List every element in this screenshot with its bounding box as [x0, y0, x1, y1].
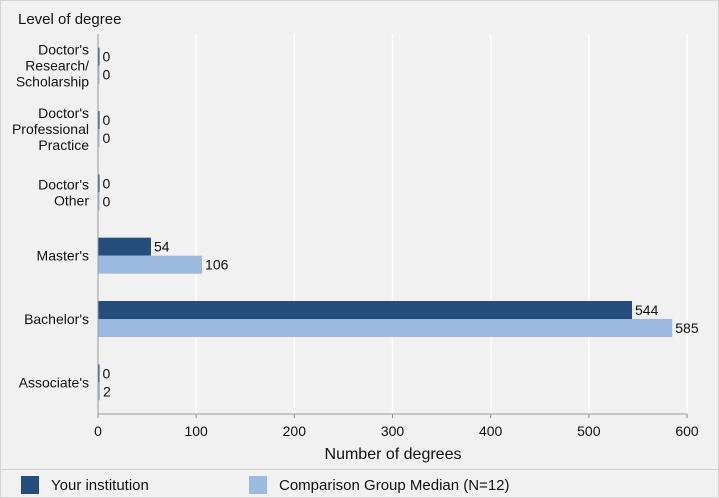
legend-item-your-institution: Your institution: [21, 472, 149, 497]
bar-comparison-median: [98, 382, 100, 401]
legend-divider: [1, 469, 718, 470]
bar-value-label: 0: [103, 112, 111, 128]
x-tick-label: 400: [479, 423, 503, 439]
legend-label-your-institution: Your institution: [51, 476, 149, 494]
bar-your-institution: [98, 364, 100, 383]
x-axis-title: Number of degrees: [325, 446, 462, 463]
x-tick-label: 600: [675, 423, 699, 439]
bar-your-institution: [98, 237, 152, 256]
legend-swatch-your-institution: [21, 476, 39, 494]
bar-value-label: 0: [103, 67, 111, 83]
category-label: Doctor's Other: [38, 176, 89, 208]
x-tick-label: 500: [577, 423, 601, 439]
category-label: Doctor's Professional Practice: [12, 105, 89, 153]
bar-value-label: 2: [103, 383, 111, 399]
bar-your-institution: [98, 47, 100, 66]
bar-value-label: 0: [103, 49, 111, 65]
bar-value-label: 0: [103, 365, 111, 381]
bar-value-label: 0: [103, 193, 111, 209]
bar-value-label: 106: [205, 257, 229, 273]
chart-title: Level of degree: [18, 11, 121, 28]
bar-your-institution: [98, 111, 100, 129]
bar-value-label: 0: [103, 175, 111, 191]
category-label: Master's: [37, 248, 89, 264]
legend-label-comparison-median: Comparison Group Median (N=12): [279, 476, 510, 494]
bar-value-label: 585: [675, 320, 699, 336]
bar-comparison-median: [98, 255, 203, 274]
legend-swatch-comparison-median: [249, 476, 267, 494]
category-label: Associate's: [19, 374, 89, 390]
bar-comparison-median: [98, 129, 100, 147]
x-tick-label: 100: [184, 423, 208, 439]
x-tick-label: 300: [381, 423, 405, 439]
category-label: Doctor's Research/Scholarship: [16, 42, 89, 90]
bar-value-label: 54: [154, 239, 170, 255]
bar-value-label: 0: [103, 130, 111, 146]
bar-comparison-median: [98, 65, 100, 84]
bar-chart: Doctor's Research/Scholarship 0 0 Doctor's Pr…: [12, 11, 699, 463]
bar-comparison-median: [98, 319, 673, 337]
x-tick-label: 200: [283, 423, 307, 439]
legend-item-comparison-median: Comparison Group Median (N=12): [249, 472, 510, 497]
category-label: Bachelor's: [24, 311, 89, 327]
bar-your-institution: [98, 174, 100, 193]
bar-comparison-median: [98, 192, 100, 211]
x-tick-label: 0: [94, 423, 102, 439]
bar-value-label: 544: [635, 302, 659, 318]
bar-your-institution: [98, 301, 633, 319]
